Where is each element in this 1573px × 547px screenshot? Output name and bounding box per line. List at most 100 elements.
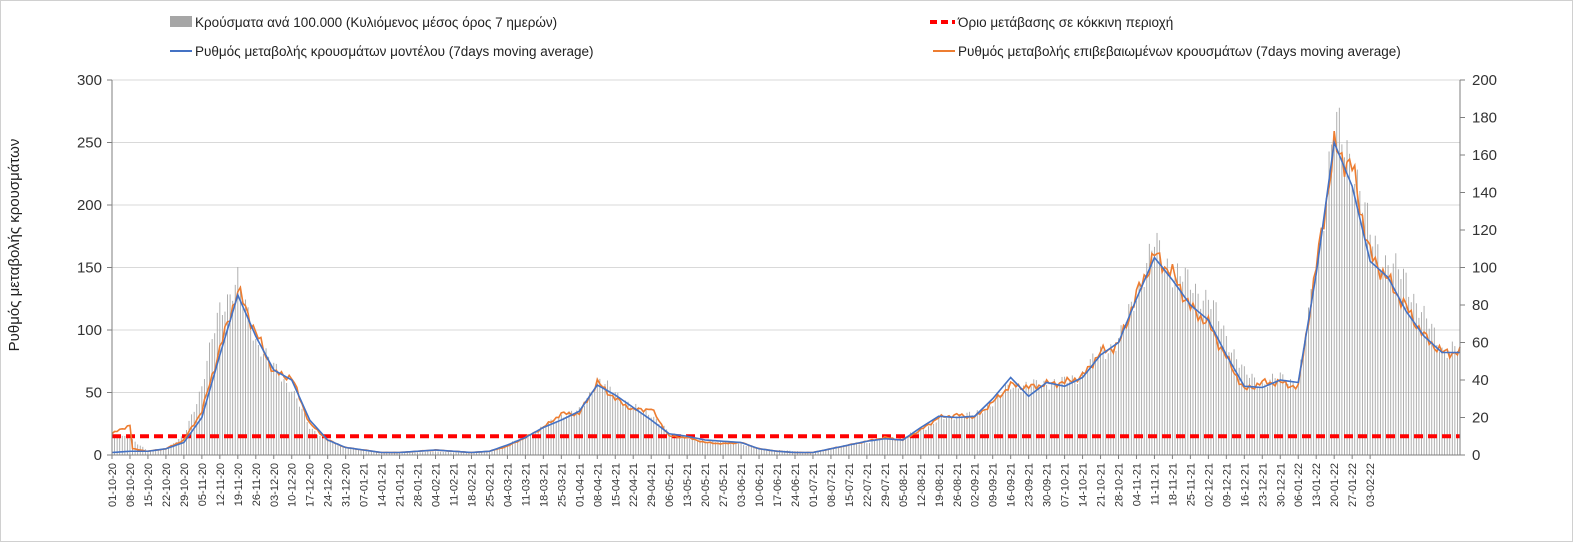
- bar-day-467: [1310, 289, 1312, 455]
- left-tick-label-6: 300: [77, 72, 102, 89]
- bar-day-246: [743, 445, 745, 455]
- left-tick-label-2: 100: [77, 322, 102, 339]
- bar-day-139: [468, 452, 470, 455]
- bar-day-83: [324, 437, 326, 455]
- bar-day-99: [365, 450, 367, 455]
- bar-day-487: [1361, 212, 1363, 455]
- bar-day-426: [1205, 289, 1207, 455]
- x-tick-label-38: 24-06-21: [790, 463, 802, 507]
- bar-day-163: [530, 433, 531, 455]
- bar-day-253: [761, 448, 763, 455]
- bar-day-49: [237, 267, 239, 455]
- bar-day-517: [1439, 351, 1440, 455]
- x-tick-label-65: 30-12-21: [1275, 463, 1287, 507]
- bar-day-51: [242, 301, 244, 455]
- x-tick-label-32: 13-05-21: [682, 463, 694, 507]
- bar-day-340: [984, 409, 986, 455]
- bar-day-355: [1023, 385, 1024, 455]
- x-tick-label-42: 22-07-21: [862, 463, 874, 507]
- bar-day-342: [989, 406, 991, 455]
- bar-day-398: [1133, 310, 1135, 455]
- bar-day-459: [1290, 379, 1291, 455]
- bar-day-193: [607, 380, 609, 455]
- bar-day-194: [609, 386, 611, 455]
- bar-day-428: [1210, 309, 1212, 455]
- x-tick-label-31: 06-05-21: [664, 463, 676, 507]
- bar-day-57: [257, 344, 259, 455]
- bar-day-350: [1010, 389, 1012, 455]
- x-tick-label-46: 19-08-21: [934, 463, 946, 507]
- legend-item-confirmed: Ρυθμός μεταβολής επιβεβαιωμένων κρουσμάτ…: [933, 44, 1401, 59]
- x-tick-label-45: 12-08-21: [916, 463, 928, 507]
- x-tick-label-11: 17-12-20: [305, 463, 317, 507]
- legend-label-threshold: Όριο μετάβασης σε κόκκινη περιοχή: [957, 15, 1173, 30]
- bar-day-252: [758, 448, 760, 455]
- bar-day-445: [1254, 377, 1256, 455]
- bar-day-312: [912, 431, 914, 455]
- bar-day-241: [730, 441, 732, 455]
- bar-day-15: [150, 450, 151, 455]
- bar-day-94: [352, 448, 354, 455]
- bar-day-419: [1187, 269, 1189, 455]
- bar-day-286: [845, 444, 847, 455]
- bar-day-132: [450, 452, 452, 455]
- bar-day-189: [596, 377, 598, 455]
- bar-day-376: [1076, 384, 1078, 455]
- bar-day-347: [1002, 392, 1004, 455]
- x-tick-label-67: 13-01-22: [1311, 463, 1323, 507]
- bar-day-285: [843, 445, 845, 455]
- x-tick-label-64: 23-12-21: [1257, 463, 1269, 507]
- bar-day-242: [732, 442, 734, 455]
- bar-day-244: [738, 443, 739, 455]
- bar-day-482: [1349, 153, 1351, 455]
- bar-day-165: [535, 432, 537, 455]
- bar-day-158: [517, 440, 519, 455]
- bar-day-290: [856, 443, 858, 455]
- bar-day-448: [1261, 382, 1263, 455]
- bar-day-414: [1174, 274, 1176, 455]
- bar-day-365: [1048, 389, 1050, 455]
- bar-day-25: [175, 442, 177, 455]
- bar-day-157: [514, 440, 516, 455]
- bar-day-297: [874, 440, 876, 455]
- left-axis-ticks: 0 50 100 150 200 250 300: [77, 72, 112, 464]
- bar-day-304: [892, 437, 894, 455]
- bar-day-90: [342, 446, 344, 455]
- bar-day-48: [234, 284, 236, 455]
- bar-day-104: [378, 452, 380, 455]
- bar-day-494: [1379, 269, 1381, 455]
- x-tick-label-2: 15-10-20: [143, 463, 155, 507]
- bar-day-406: [1154, 246, 1155, 455]
- bar-day-183: [581, 406, 583, 455]
- legend-label-bars: Κρούσματα ανά 100.000 (Κυλιόμενος μέσος …: [195, 15, 557, 30]
- bar-day-496: [1385, 255, 1386, 455]
- bar-day-399: [1136, 300, 1137, 455]
- bar-day-362: [1041, 385, 1042, 455]
- bar-day-314: [917, 431, 919, 455]
- bar-day-392: [1118, 338, 1119, 455]
- bar-day-136: [460, 452, 462, 455]
- bar-day-416: [1179, 276, 1181, 455]
- bar-day-333: [966, 412, 968, 455]
- bar-day-144: [481, 451, 483, 455]
- bar-day-217: [668, 434, 670, 455]
- bar-day-185: [586, 398, 588, 455]
- bar-day-125: [432, 451, 434, 455]
- bar-day-523: [1454, 346, 1456, 455]
- bar-day-461: [1295, 388, 1297, 455]
- x-tick-label-4: 29-10-20: [179, 463, 191, 507]
- x-tick-label-33: 20-05-21: [700, 463, 712, 507]
- bar-day-124: [429, 451, 431, 455]
- bar-day-270: [804, 452, 806, 455]
- bar-day-143: [478, 452, 480, 455]
- bar-day-249: [750, 446, 752, 455]
- bar-day-295: [868, 443, 870, 455]
- bar-day-283: [838, 447, 840, 455]
- x-tick-label-70: 03-02-22: [1365, 463, 1377, 507]
- x-tick-label-41: 15-07-21: [844, 463, 856, 507]
- bar-day-524: [1456, 350, 1458, 455]
- bar-day-212: [655, 418, 657, 455]
- bar-day-400: [1138, 282, 1140, 455]
- x-tick-label-20: 18-02-21: [466, 463, 478, 507]
